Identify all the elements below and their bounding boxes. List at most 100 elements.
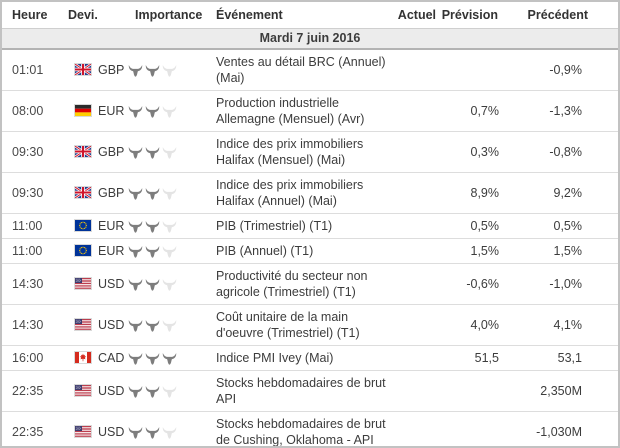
currency-code: GBP xyxy=(98,186,125,200)
bull-icon xyxy=(128,64,143,77)
event-forecast: 0,5% xyxy=(440,213,502,239)
bull-icon xyxy=(128,245,143,258)
event-time: 11:00 xyxy=(2,238,57,264)
event-row[interactable]: 16:00 CAD Indice PMI Ivey (Mai) 51,5 53,… xyxy=(2,345,618,371)
event-previous: -1,0% xyxy=(502,263,618,305)
event-time: 16:00 xyxy=(2,345,57,371)
bull-icon xyxy=(162,187,177,200)
event-row[interactable]: 22:35 USD Stocks hebdomadaires de brut A… xyxy=(2,370,618,412)
event-row[interactable]: 14:30 USD Productivité du secteur non ag… xyxy=(2,263,618,305)
currency-code: USD xyxy=(98,425,125,439)
bull-icon xyxy=(128,426,143,439)
event-row[interactable]: 08:00 EUR Production industrielle Allema… xyxy=(2,90,618,132)
event-name[interactable]: Production industrielle Allemagne (Mensu… xyxy=(205,90,394,132)
event-row[interactable]: 09:30 GBP Indice des prix immobiliers Ha… xyxy=(2,131,618,173)
date-label: Mardi 7 juin 2016 xyxy=(2,28,618,50)
bull-icon xyxy=(162,105,177,118)
event-currency-cell: USD xyxy=(57,370,124,412)
bull-icon xyxy=(128,146,143,159)
event-row[interactable]: 22:35 USD Stocks hebdomadaires de brut d… xyxy=(2,411,618,446)
event-forecast: 1,5% xyxy=(440,238,502,264)
event-name[interactable]: Coût unitaire de la main d'oeuvre (Trime… xyxy=(205,304,394,346)
column-header-devise: Devi. xyxy=(57,2,124,29)
bull-icon xyxy=(128,385,143,398)
event-actual xyxy=(394,131,440,173)
event-previous: 53,1 xyxy=(502,345,618,371)
event-name[interactable]: PIB (Annuel) (T1) xyxy=(205,238,394,264)
event-name[interactable]: PIB (Trimestriel) (T1) xyxy=(205,213,394,239)
event-name[interactable]: Indice des prix immobiliers Halifax (Ann… xyxy=(205,172,394,214)
header-row: Heure Devi. Importance Événement Actuel … xyxy=(2,2,618,29)
bull-icon xyxy=(162,220,177,233)
currency-code: EUR xyxy=(98,244,125,258)
event-actual xyxy=(394,263,440,305)
event-actual xyxy=(394,90,440,132)
event-importance xyxy=(124,370,205,412)
event-forecast xyxy=(440,370,502,412)
currency-code: USD xyxy=(98,318,125,332)
eu-flag-icon xyxy=(75,220,91,231)
bull-icon xyxy=(162,426,177,439)
us-flag-icon xyxy=(75,319,91,330)
bull-icon xyxy=(162,64,177,77)
column-header-prevision: Prévision xyxy=(440,2,502,29)
currency-code: GBP xyxy=(98,145,125,159)
us-flag-icon xyxy=(75,278,91,289)
event-currency-cell: EUR xyxy=(57,213,124,239)
event-name[interactable]: Stocks hebdomadaires de brut de Cushing,… xyxy=(205,411,394,446)
event-name[interactable]: Ventes au détail BRC (Annuel) (Mai) xyxy=(205,49,394,91)
event-previous: 0,5% xyxy=(502,213,618,239)
us-flag-icon xyxy=(75,385,91,396)
event-previous: 1,5% xyxy=(502,238,618,264)
event-row[interactable]: 01:01 GBP Ventes au détail BRC (Annuel) … xyxy=(2,49,618,91)
event-importance xyxy=(124,304,205,346)
bull-icon xyxy=(145,426,160,439)
column-header-importance: Importance xyxy=(124,2,205,29)
event-importance xyxy=(124,263,205,305)
event-forecast: 51,5 xyxy=(440,345,502,371)
event-name[interactable]: Indice des prix immobiliers Halifax (Men… xyxy=(205,131,394,173)
event-actual xyxy=(394,370,440,412)
event-row[interactable]: 09:30 GBP Indice des prix immobiliers Ha… xyxy=(2,172,618,214)
event-actual xyxy=(394,345,440,371)
currency-code: EUR xyxy=(98,104,125,118)
bull-icon xyxy=(128,220,143,233)
event-currency-cell: USD xyxy=(57,304,125,346)
event-time: 22:35 xyxy=(2,411,57,446)
event-actual xyxy=(394,411,440,446)
bull-icon xyxy=(145,64,160,77)
gb-flag-icon xyxy=(75,64,91,75)
event-previous: -1,3% xyxy=(502,90,618,132)
event-time: 09:30 xyxy=(2,172,57,214)
event-name[interactable]: Productivité du secteur non agricole (Tr… xyxy=(205,263,394,305)
de-flag-icon xyxy=(75,105,91,116)
currency-code: GBP xyxy=(98,63,125,77)
event-forecast xyxy=(440,49,502,91)
event-row[interactable]: 14:30 USD Coût unitaire de la main d'oeu… xyxy=(2,304,618,346)
event-time: 01:01 xyxy=(2,49,57,91)
bull-icon xyxy=(162,146,177,159)
event-forecast: 8,9% xyxy=(440,172,502,214)
calendar-body: 01:01 GBP Ventes au détail BRC (Annuel) … xyxy=(2,49,618,446)
event-previous: -0,8% xyxy=(502,131,618,173)
column-header-precedent: Précédent xyxy=(502,2,618,29)
bull-icon xyxy=(128,187,143,200)
event-time: 14:30 xyxy=(2,263,57,305)
bull-icon xyxy=(145,352,160,365)
event-previous: 9,2% xyxy=(502,172,618,214)
event-name[interactable]: Indice PMI Ivey (Mai) xyxy=(205,345,394,371)
event-currency-cell: USD xyxy=(57,263,124,305)
event-name[interactable]: Stocks hebdomadaires de brut API xyxy=(205,370,394,412)
event-row[interactable]: 11:00 EUR PIB (Annuel) (T1) 1,5% 1,5% xyxy=(2,238,618,264)
event-importance xyxy=(124,49,205,91)
event-previous: 2,350M xyxy=(502,370,618,412)
bull-icon xyxy=(128,278,143,291)
bull-icon xyxy=(162,352,177,365)
event-row[interactable]: 11:00 EUR PIB (Trimestriel) (T1) 0,5% 0,… xyxy=(2,213,618,239)
us-flag-icon xyxy=(75,426,91,437)
bull-icon xyxy=(128,105,143,118)
event-importance xyxy=(124,213,205,239)
event-time: 22:35 xyxy=(2,370,57,412)
event-importance xyxy=(124,345,205,371)
